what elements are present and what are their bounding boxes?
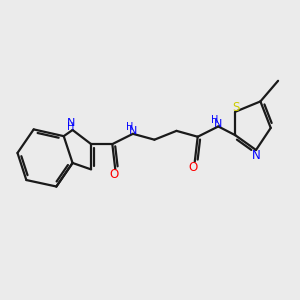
Text: N: N [214, 119, 222, 129]
Text: H: H [126, 122, 134, 132]
Text: H: H [211, 115, 218, 125]
Text: N: N [129, 126, 138, 136]
Text: O: O [109, 168, 119, 181]
Text: H: H [68, 122, 75, 132]
Text: S: S [232, 101, 240, 114]
Text: O: O [189, 160, 198, 174]
Text: N: N [252, 149, 261, 162]
Text: N: N [67, 118, 75, 128]
